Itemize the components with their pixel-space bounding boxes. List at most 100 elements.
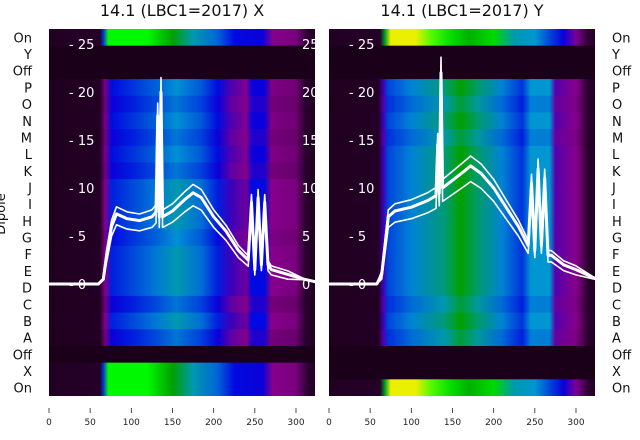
overlay-ytick-label: - 10 — [349, 182, 374, 197]
xtick-label: 250 — [526, 418, 543, 428]
row-label: A — [23, 332, 32, 347]
heatmap-row — [49, 229, 315, 247]
heatmap-row — [329, 112, 595, 130]
row-label: L — [25, 148, 33, 163]
heatmap-row — [49, 62, 315, 80]
y-axis-label: Dipole — [0, 193, 9, 234]
row-label: Off — [612, 348, 632, 363]
row-label: G — [612, 232, 622, 247]
heatmap-row — [329, 195, 595, 213]
xtick-label: 300 — [567, 418, 584, 428]
overlay-ytick-label: - 15 — [69, 134, 94, 149]
row-label: D — [612, 282, 622, 297]
xtick-label: 0 — [46, 418, 52, 428]
heatmap-row — [329, 262, 595, 280]
panel-title-x: 14.1 (LBC1=2017) X — [100, 1, 264, 20]
row-label: X — [612, 365, 621, 380]
row-label: N — [612, 115, 622, 130]
row-label: P — [24, 81, 32, 96]
row-label: E — [24, 265, 32, 280]
xtick-label: 300 — [287, 418, 304, 428]
heatmap-row — [329, 279, 595, 297]
heatmap-row — [49, 179, 315, 197]
row-label: On — [14, 382, 32, 397]
row-label: B — [23, 315, 32, 330]
beam-profile-line — [329, 56, 595, 285]
beam-profile-line — [49, 90, 315, 286]
heatmap-panel-y: - 0- 5- 10- 15- 20- 25 — [329, 29, 595, 396]
row-label: J — [611, 181, 616, 196]
xtick-label: 200 — [205, 418, 222, 428]
row-label: O — [612, 98, 622, 113]
heatmap-row — [49, 379, 315, 396]
heatmap-row — [329, 212, 595, 230]
overlay-ytick-label: - 25 — [349, 38, 374, 53]
overlay-ytick-label-right: 20 — [302, 86, 319, 101]
row-label: B — [612, 315, 621, 330]
row-label: P — [612, 81, 620, 96]
row-label: K — [23, 165, 32, 180]
xtick-label: 150 — [164, 418, 181, 428]
heatmap-row — [49, 162, 315, 180]
heatmap-row — [49, 195, 315, 213]
xtick-label: 100 — [403, 418, 420, 428]
heatmap-row — [329, 345, 595, 364]
heatmap-row — [329, 312, 595, 330]
heatmap-row — [49, 95, 315, 113]
heatmap-row — [49, 79, 315, 97]
overlay-ytick-label: - 25 — [69, 38, 94, 53]
row-label: On — [14, 31, 32, 46]
row-label: F — [25, 248, 32, 263]
row-label: Y — [23, 48, 32, 63]
row-label: M — [612, 131, 623, 146]
row-label: I — [612, 198, 616, 213]
xtick-label: 50 — [84, 418, 96, 428]
heatmap-row — [49, 245, 315, 264]
heatmap-row — [329, 145, 595, 163]
overlay-ytick-label: - 15 — [349, 134, 374, 149]
overlay-ytick-label: - 20 — [349, 86, 374, 101]
xtick-label: 50 — [364, 418, 376, 428]
row-label: F — [612, 248, 619, 263]
row-label: On — [612, 31, 630, 46]
heatmap-row — [49, 362, 315, 380]
heatmap-row — [49, 312, 315, 330]
row-label: O — [22, 98, 32, 113]
row-label: M — [21, 131, 32, 146]
overlay-ytick-label: - 20 — [69, 86, 94, 101]
overlay-ytick-label: - 5 — [349, 230, 366, 245]
row-label: I — [28, 198, 32, 213]
heatmap-row — [329, 295, 595, 314]
heatmap-row — [49, 295, 315, 314]
heatmap-row — [49, 279, 315, 297]
heatmap-row — [329, 45, 595, 63]
heatmap-row — [49, 129, 315, 147]
row-label: C — [612, 298, 621, 313]
xtick-label: 100 — [123, 418, 140, 428]
heatmap-row — [329, 29, 595, 47]
row-label: G — [22, 232, 32, 247]
heatmap-row — [329, 329, 595, 347]
row-label: A — [612, 332, 621, 347]
heatmap-row — [329, 379, 595, 396]
heatmap-row — [329, 79, 595, 97]
row-label: J — [27, 181, 32, 196]
heatmap-row — [49, 329, 315, 347]
xtick-label: 150 — [444, 418, 461, 428]
heatmap-row — [329, 362, 595, 380]
overlay-ytick-label: - 5 — [69, 230, 86, 245]
row-label: Off — [13, 348, 33, 363]
beam-profile-line — [329, 71, 595, 286]
row-label: C — [23, 298, 32, 313]
row-label: X — [23, 365, 32, 380]
xtick-label: 200 — [485, 418, 502, 428]
overlay-ytick-label-right: 0 — [302, 278, 310, 293]
overlay-ytick-label-right: 10 — [302, 182, 319, 197]
row-label: H — [612, 215, 622, 230]
overlay-ytick-label-right: 5 — [302, 230, 310, 245]
row-label: K — [612, 165, 621, 180]
row-label: D — [22, 282, 32, 297]
row-label: Off — [612, 65, 632, 80]
xtick-label: 250 — [246, 418, 263, 428]
